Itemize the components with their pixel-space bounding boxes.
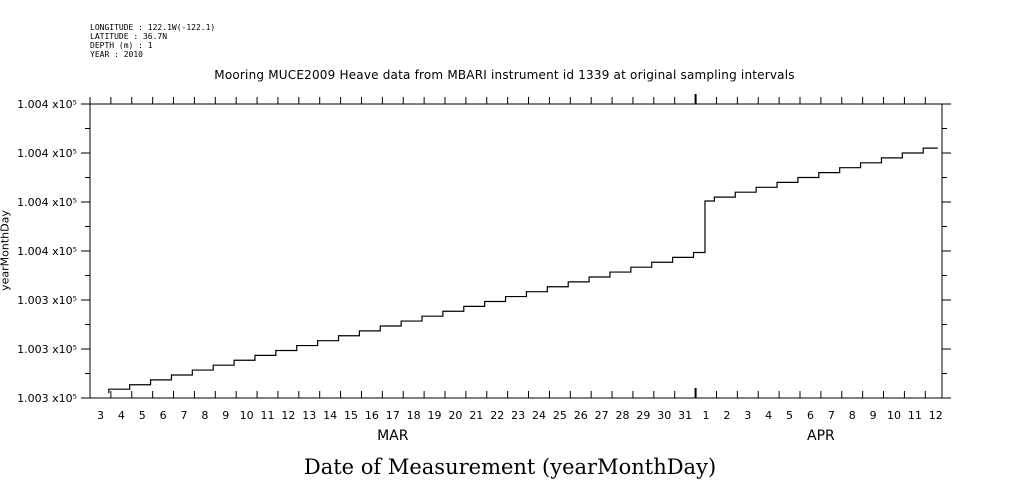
x-tick-label: 7 bbox=[180, 409, 187, 422]
x-tick-label: 12 bbox=[929, 409, 943, 422]
x-tick-label: 22 bbox=[490, 409, 504, 422]
x-tick-label: 20 bbox=[448, 409, 462, 422]
x-month-label: APR bbox=[807, 428, 835, 444]
x-ticks bbox=[89, 94, 926, 398]
x-tick-label: 10 bbox=[240, 409, 254, 422]
longitude-label: LONGITUDE : 122.1W(-122.1) bbox=[90, 23, 216, 32]
x-tick-label: 5 bbox=[786, 409, 793, 422]
chart-title: Mooring MUCE2009 Heave data from MBARI i… bbox=[214, 68, 795, 82]
x-tick-label: 13 bbox=[302, 409, 316, 422]
x-tick-label: 15 bbox=[344, 409, 358, 422]
x-tick-label: 16 bbox=[365, 409, 379, 422]
x-tick-label: 18 bbox=[407, 409, 421, 422]
x-tick-label: 29 bbox=[636, 409, 650, 422]
x-tick-label: 27 bbox=[595, 409, 609, 422]
series-line bbox=[108, 147, 938, 394]
y-tick-labels: 1.003 x10⁵ 1.003 x10⁵ 1.003 x10⁵ 1.004 x10⁵… bbox=[17, 98, 77, 405]
x-tick-label: 17 bbox=[386, 409, 400, 422]
y-tick-label: 1.003 x10⁵ bbox=[17, 343, 77, 356]
x-tick-label: 25 bbox=[553, 409, 567, 422]
x-tick-label: 10 bbox=[887, 409, 901, 422]
x-tick-label: 14 bbox=[323, 409, 337, 422]
x-tick-label: 2 bbox=[723, 409, 730, 422]
x-tick-label: 11 bbox=[908, 409, 922, 422]
y-tick-label: 1.004 x10⁵ bbox=[17, 98, 77, 111]
depth-label: DEPTH (m) : 1 bbox=[90, 41, 153, 50]
x-tick-label: 30 bbox=[657, 409, 671, 422]
x-tick-label: 21 bbox=[469, 409, 483, 422]
x-tick-label: 6 bbox=[807, 409, 814, 422]
x-axis-label: Date of Measurement (yearMonthDay) bbox=[303, 455, 717, 479]
y-tick-label: 1.003 x10⁵ bbox=[17, 294, 77, 307]
x-tick-label: 31 bbox=[678, 409, 692, 422]
x-tick-label: 19 bbox=[428, 409, 442, 422]
plot-frame bbox=[89, 103, 943, 399]
y-tick-label: 1.004 x10⁵ bbox=[17, 147, 77, 160]
y-tick-label: 1.003 x10⁵ bbox=[17, 392, 77, 405]
y-axis-label: yearMonthDay bbox=[0, 210, 12, 291]
x-tick-label: 3 bbox=[97, 409, 104, 422]
x-tick-label: 26 bbox=[574, 409, 588, 422]
x-tick-label: 8 bbox=[201, 409, 208, 422]
x-tick-label: 9 bbox=[222, 409, 229, 422]
month-labels: MAR APR bbox=[377, 428, 835, 444]
x-tick-label: 4 bbox=[118, 409, 125, 422]
x-tick-label: 3 bbox=[744, 409, 751, 422]
x-tick-label: 23 bbox=[511, 409, 525, 422]
x-month-label: MAR bbox=[377, 428, 409, 444]
x-tick-labels: 3 4 5 6 7 8 9 10 11 12 13 14 15 16 17 18 19 20 21 22 23 24 25 2… bbox=[97, 409, 943, 422]
x-tick-label: 9 bbox=[870, 409, 877, 422]
y-ticks bbox=[81, 103, 951, 399]
x-tick-label: 28 bbox=[616, 409, 630, 422]
x-tick-label: 12 bbox=[281, 409, 295, 422]
x-tick-label: 4 bbox=[765, 409, 772, 422]
year-label: YEAR : 2010 bbox=[90, 50, 143, 59]
x-tick-label: 11 bbox=[261, 409, 275, 422]
x-tick-label: 5 bbox=[139, 409, 146, 422]
y-tick-label: 1.004 x10⁵ bbox=[17, 245, 77, 258]
x-tick-label: 7 bbox=[828, 409, 835, 422]
y-tick-label: 1.004 x10⁵ bbox=[17, 196, 77, 209]
x-tick-label: 24 bbox=[532, 409, 546, 422]
x-tick-label: 8 bbox=[849, 409, 856, 422]
x-tick-label: 1 bbox=[703, 409, 710, 422]
latitude-label: LATITUDE : 36.7N bbox=[90, 32, 168, 41]
x-tick-label: 6 bbox=[160, 409, 167, 422]
